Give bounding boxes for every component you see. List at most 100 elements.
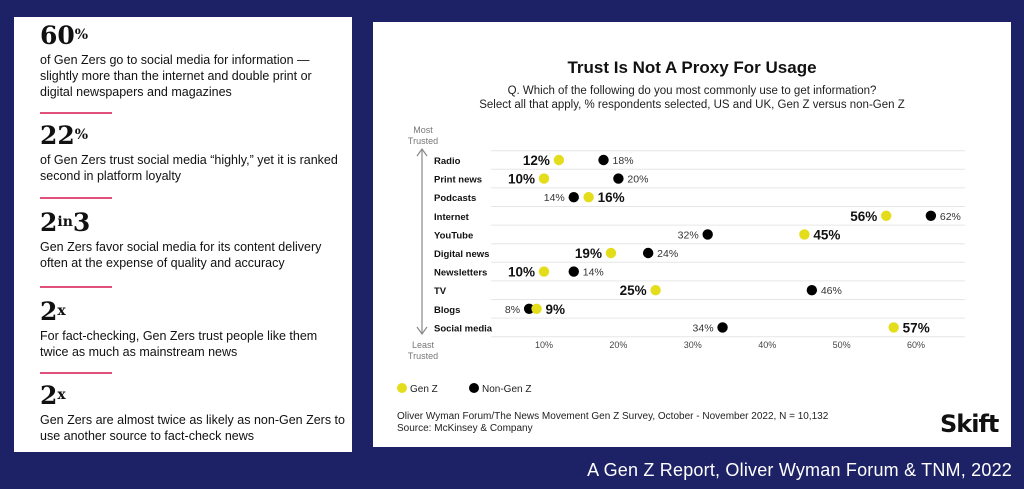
category-label: TV [434,286,447,297]
chart-title: Trust Is Not A Proxy For Usage [567,58,816,77]
x-tick-label: 60% [907,340,925,350]
genz-dot [888,322,899,333]
category-label: Digital news [434,249,489,260]
stat-divider [40,112,112,114]
category-row: Newsletters 10% 14% [434,265,604,280]
axis-bottom-label-line2: Trusted [408,351,438,361]
stat-number: 2 [40,208,58,237]
nongenz-dot [523,303,535,314]
genz-value-label: 45% [813,227,840,242]
nongenz-dot [613,173,624,184]
genz-dot [553,154,565,166]
dot-plot-chart: Trust Is Not A Proxy For Usage Q. Which … [397,58,965,395]
genz-dot [881,210,892,221]
nongenz-dot [925,210,937,221]
stats-panel: 60% of Gen Zers go to social media for i… [14,17,352,452]
stat-fact-checking: 2x For fact-checking, Gen Zers trust peo… [40,299,345,360]
nongenz-dot [568,192,579,203]
stat-divider [40,286,112,288]
axis-top-label-line2: Trusted [408,136,438,146]
stat-text: of Gen Zers trust social media “highly,”… [40,153,338,183]
stat-text: Gen Zers are almost twice as likely as n… [40,413,345,443]
stat-number: 22 [40,121,75,150]
category-row: Internet 56% 62% [434,209,961,224]
stat-suffix: x [57,387,66,403]
legend-nongenz-swatch [469,383,479,393]
nongenz-dot [806,285,818,296]
nongenz-dot [717,322,728,333]
category-row: TV 25% 46% [434,283,842,298]
category-rows: Radio 12% 18% Print news 10% 20% Podcasts 16% 14… [434,153,961,335]
stat-text: For fact-checking, Gen Zers trust people… [40,329,318,359]
chart-footnote: Oliver Wyman Forum/The News Movement Gen… [397,411,829,422]
stat-trust-social: 22% of Gen Zers trust social media “high… [40,123,345,184]
genz-value-label: 16% [598,190,625,205]
chart-subtitle-line1: Q. Which of the following do you most co… [508,85,877,97]
trust-arrow [416,147,428,336]
genz-value-label: 12% [523,153,550,168]
x-tick-label: 30% [684,340,702,350]
stat-social-media-share: 60% of Gen Zers go to social media for i… [40,23,345,100]
stat-suffix: % [74,27,89,43]
x-tick-label: 40% [758,340,776,350]
x-tick-label: 10% [535,340,553,350]
genz-value-label: 10% [508,172,535,187]
stat-number: 2 [40,297,58,326]
genz-dot [605,247,617,259]
legend-nongenz-label: Non-Gen Z [482,384,531,395]
category-row: Podcasts 16% 14% [434,190,625,205]
category-label: Radio [434,156,461,167]
genz-dot [583,192,594,203]
stat-number-2: 3 [72,208,91,237]
stat-number: 2 [40,381,58,410]
category-label: Newsletters [434,268,487,279]
genz-dot [538,173,550,184]
nongenz-value-label: 32% [678,229,699,241]
nongenz-dot [642,247,654,259]
stat-divider [40,197,112,199]
genz-dot [531,303,542,314]
nongenz-dot [568,266,579,277]
category-label: Podcasts [434,193,476,204]
skift-logo: Skift [940,410,999,438]
legend: Gen Z Non-Gen Z [397,383,531,395]
genz-dot [538,266,550,277]
report-caption: A Gen Z Report, Oliver Wyman Forum & TNM… [587,460,1012,480]
x-tick-label: 20% [609,340,627,350]
stat-suffix: x [57,303,66,319]
category-row: YouTube 45% 32% [434,227,840,242]
nongenz-value-label: 18% [613,155,634,167]
stat-divider [40,372,112,374]
genz-value-label: 25% [620,283,647,298]
category-row: Digital news 19% 24% [434,246,678,261]
stat-number: 60 [40,21,75,50]
category-label: Internet [434,212,470,223]
category-label: Blogs [434,305,460,316]
genz-value-label: 9% [546,302,566,317]
category-label: Social media [434,323,493,334]
legend-genz-swatch [397,383,407,393]
category-row: Radio 12% 18% [434,153,634,168]
genz-value-label: 56% [850,209,877,224]
x-axis-ticks: 10% 20% 30% 40% 50% 60% [535,340,925,350]
axis-top-label-line1: Most [413,125,433,135]
stat-suffix: in [57,214,73,230]
legend-genz-label: Gen Z [410,384,438,395]
stat-content-delivery: 2in3 Gen Zers favor social media for its… [40,210,345,271]
category-label: Print news [434,175,482,186]
genz-value-label: 10% [508,265,535,280]
nongenz-value-label: 62% [940,211,961,223]
nongenz-value-label: 46% [821,285,842,297]
axis-bottom-label-line1: Least [412,340,435,350]
nongenz-dot [702,229,713,240]
genz-dot [799,229,810,240]
chart-subtitle-line2: Select all that apply, % respondents sel… [479,99,905,111]
stat-text: Gen Zers favor social media for its cont… [40,240,322,270]
x-tick-label: 50% [833,340,851,350]
category-row: Print news 10% 20% [434,172,648,187]
nongenz-value-label: 34% [693,322,714,334]
nongenz-dot [598,154,609,166]
category-label: YouTube [434,230,473,241]
category-row: Blogs 9% 8% [434,302,565,317]
nongenz-value-label: 14% [544,192,565,204]
